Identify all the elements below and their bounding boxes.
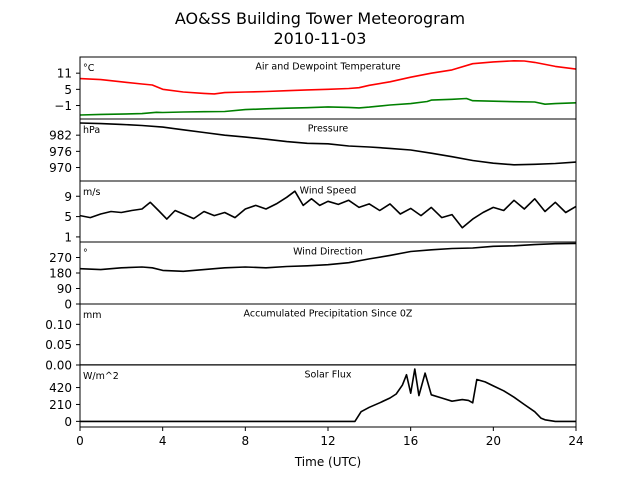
panel-unit-label: m/s — [83, 187, 100, 198]
panel-5: 0.00 0.05 0.10 mm Accumulated Precipitation … — [45, 303, 577, 373]
y-tick-label: 0 — [64, 298, 72, 312]
panel-title: Wind Direction — [293, 247, 363, 258]
x-tick-label: 12 — [320, 434, 335, 448]
x-axis-label: Time (UTC) — [294, 455, 361, 469]
x-tick-label: 16 — [403, 434, 418, 448]
series-line-6-1 — [80, 368, 576, 423]
y-tick-label: 0.00 — [45, 359, 72, 373]
figure-title-line1: AO&SS Building Tower Meteorogram — [175, 9, 465, 28]
series-line-4-1 — [80, 242, 576, 273]
panel-unit-label: hPa — [83, 125, 100, 136]
y-tick-label: 976 — [49, 145, 72, 159]
y-tick-label: 0.05 — [45, 338, 72, 352]
x-axis: 0 4 8 12 16 20 24 — [76, 427, 584, 448]
y-tick-label: −1 — [54, 99, 72, 113]
panel-unit-label: ° — [83, 248, 88, 259]
x-tick-label: 20 — [486, 434, 501, 448]
y-tick-label: 0 — [64, 415, 72, 429]
panel-unit-label: °C — [83, 63, 95, 74]
panel-title: Wind Speed — [300, 186, 357, 197]
panel-2: 970 976 982 hPa Pressure — [49, 118, 577, 182]
y-tick-label: 9 — [64, 190, 72, 204]
y-tick-label: 5 — [64, 83, 72, 97]
series-line-1-2 — [80, 97, 576, 116]
panel-1: −1 5 11 °C Air and Dewpoint Temperature — [54, 56, 577, 120]
series-line-2-1 — [80, 122, 576, 166]
y-tick-label: 5 — [64, 210, 72, 224]
panel-title: Air and Dewpoint Temperature — [255, 62, 400, 73]
y-tick-label: 420 — [49, 381, 72, 395]
panel-title: Accumulated Precipitation Since 0Z — [244, 309, 413, 320]
x-tick-label: 0 — [76, 434, 84, 448]
figure-title-line2: 2010-11-03 — [274, 29, 367, 48]
panel-6: 0 210 420 W/m^2 Solar Flux — [49, 364, 577, 429]
y-tick-label: 982 — [49, 129, 72, 143]
panel-title: Solar Flux — [305, 370, 352, 381]
y-tick-label: 970 — [49, 161, 72, 175]
x-tick-label: 24 — [568, 434, 583, 448]
panel-3: 1 5 9 m/s Wind Speed — [64, 180, 577, 244]
x-tick-label: 4 — [159, 434, 167, 448]
panel-unit-label: mm — [83, 310, 102, 321]
y-tick-label: 180 — [49, 267, 72, 281]
y-tick-label: 90 — [57, 282, 72, 296]
y-tick-label: 270 — [49, 251, 72, 265]
panel-title: Pressure — [308, 124, 349, 135]
series-line-3-1 — [80, 190, 576, 229]
series-line-1-1 — [80, 59, 576, 95]
y-tick-label: 1 — [64, 230, 72, 244]
panel-unit-label: W/m^2 — [83, 371, 119, 382]
x-tick-label: 8 — [242, 434, 250, 448]
y-tick-label: 11 — [57, 67, 72, 81]
y-tick-label: 0.10 — [45, 318, 72, 332]
y-tick-label: 210 — [49, 398, 72, 412]
